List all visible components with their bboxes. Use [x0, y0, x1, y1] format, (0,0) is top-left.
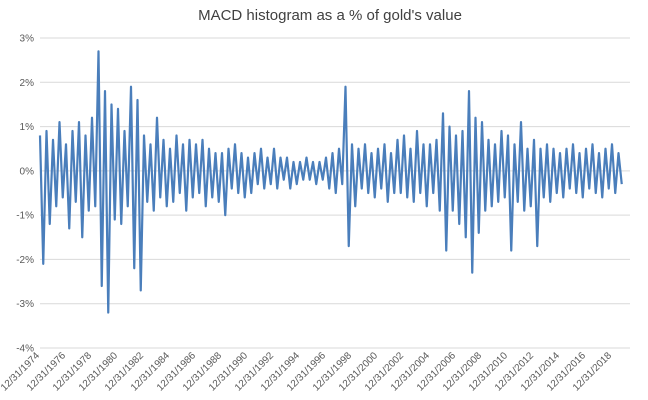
y-tick-label: 1%	[20, 122, 35, 133]
y-tick-label: -3%	[16, 299, 34, 310]
y-tick-label: 0%	[20, 166, 35, 177]
y-tick-label: -4%	[16, 344, 34, 355]
y-tick-label: 2%	[20, 78, 35, 89]
data-line	[38, 50, 623, 314]
y-tick-label: 3%	[20, 34, 35, 45]
chart-title: MACD histogram as a % of gold's value	[198, 7, 462, 24]
y-tick-label: -1%	[16, 211, 34, 222]
y-tick-label: -2%	[16, 255, 34, 266]
